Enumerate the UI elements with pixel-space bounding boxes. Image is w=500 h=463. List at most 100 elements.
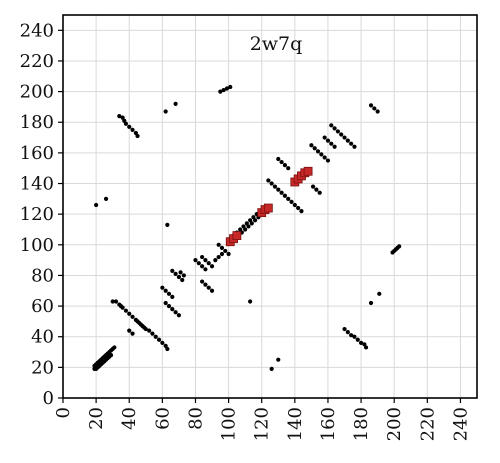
contact-point bbox=[368, 103, 374, 108]
y-tick-label: 120 bbox=[20, 204, 54, 225]
contact-point bbox=[113, 299, 119, 304]
contact-point bbox=[219, 245, 225, 250]
x-tick-label: 120 bbox=[252, 407, 273, 441]
contact-point bbox=[153, 334, 158, 339]
chart-title: 2w7q bbox=[250, 33, 303, 55]
y-tick-label: 140 bbox=[20, 174, 54, 195]
contact-point bbox=[372, 106, 377, 111]
contact-point bbox=[246, 224, 251, 229]
contact-point bbox=[173, 101, 178, 106]
plot-frame bbox=[62, 14, 478, 399]
contact-point bbox=[272, 184, 278, 189]
contact-point bbox=[163, 288, 168, 293]
contact-point bbox=[358, 340, 364, 345]
contact-point bbox=[117, 114, 122, 119]
contact-point bbox=[170, 268, 175, 273]
x-tick-label: 60 bbox=[152, 407, 173, 430]
contact-point bbox=[181, 273, 186, 278]
y-tick-label: 220 bbox=[20, 51, 54, 72]
contact-point bbox=[363, 345, 369, 350]
contact-point bbox=[276, 187, 281, 192]
contact-point bbox=[325, 158, 331, 163]
contact-point bbox=[203, 267, 208, 272]
contact-point bbox=[289, 199, 294, 205]
contact-point bbox=[299, 208, 304, 214]
contact-point bbox=[244, 221, 249, 226]
contact-point bbox=[349, 141, 354, 146]
contact-point bbox=[163, 300, 168, 306]
contact-point bbox=[178, 270, 183, 275]
contact-point bbox=[221, 87, 226, 93]
contact-point bbox=[310, 184, 316, 189]
contact-point bbox=[276, 156, 281, 162]
y-tick-label: 20 bbox=[31, 357, 54, 378]
contact-point bbox=[180, 277, 185, 283]
contact-point bbox=[160, 340, 165, 345]
contact-point bbox=[127, 311, 132, 316]
contact-point bbox=[352, 144, 357, 149]
contact-point bbox=[176, 313, 182, 318]
contact-point bbox=[375, 109, 380, 114]
y-tick-label: 0 bbox=[43, 388, 54, 409]
contact-point bbox=[332, 144, 337, 149]
contact-point bbox=[216, 254, 221, 260]
contact-point bbox=[345, 330, 350, 335]
contact-point bbox=[170, 307, 175, 312]
contact-point bbox=[339, 132, 344, 137]
contact-point bbox=[224, 86, 230, 91]
contact-point bbox=[94, 202, 99, 208]
contact-point bbox=[269, 366, 274, 371]
contact-point bbox=[315, 149, 321, 154]
x-tick-label: 220 bbox=[417, 407, 438, 441]
contact-point bbox=[355, 337, 360, 342]
contact-point bbox=[309, 143, 314, 148]
contact-point bbox=[329, 141, 334, 146]
x-tick-label: 200 bbox=[384, 407, 405, 441]
contact-point bbox=[219, 251, 225, 257]
x-tick-label: 180 bbox=[351, 407, 372, 441]
contact-point bbox=[203, 258, 208, 263]
y-axis-ticks: 0 20 40 60 80 100 120 140 160 180 200 220 240 bbox=[20, 20, 63, 409]
contact-point bbox=[248, 299, 253, 304]
contact-point bbox=[176, 274, 182, 280]
contact-point bbox=[249, 221, 254, 226]
highlight-points bbox=[225, 166, 313, 247]
contact-point bbox=[193, 258, 198, 263]
contact-point bbox=[209, 264, 215, 269]
contact-point bbox=[135, 133, 140, 139]
contact-point bbox=[110, 299, 115, 304]
contact-point bbox=[226, 251, 231, 257]
contact-point bbox=[218, 89, 223, 94]
contact-point bbox=[332, 126, 337, 131]
contact-point bbox=[312, 146, 317, 151]
contact-point bbox=[314, 187, 319, 192]
contact-point bbox=[147, 328, 152, 333]
contact-point bbox=[248, 218, 253, 223]
contact-point bbox=[345, 138, 350, 143]
x-tick-label: 20 bbox=[86, 407, 107, 430]
contact-point bbox=[216, 242, 221, 247]
contact-point bbox=[122, 118, 127, 123]
y-tick-label: 200 bbox=[20, 82, 54, 103]
contact-points bbox=[92, 84, 402, 371]
contact-point bbox=[368, 300, 374, 306]
contact-point bbox=[397, 244, 402, 249]
contact-point bbox=[163, 109, 168, 114]
x-tick-label: 40 bbox=[119, 407, 140, 430]
contact-point bbox=[342, 135, 347, 140]
y-tick-label: 80 bbox=[31, 265, 54, 286]
x-tick-label: 240 bbox=[450, 407, 471, 441]
contact-point bbox=[266, 178, 271, 183]
contact-point bbox=[156, 337, 162, 342]
contact-point bbox=[170, 294, 175, 299]
contact-point bbox=[127, 328, 132, 333]
contact-point bbox=[206, 285, 211, 290]
contact-point bbox=[276, 357, 281, 362]
contact-point bbox=[166, 291, 172, 296]
contact-point bbox=[325, 138, 331, 143]
contact-point bbox=[282, 163, 288, 168]
contact-point bbox=[335, 129, 340, 134]
contact-point bbox=[166, 303, 172, 309]
contact-point bbox=[243, 227, 248, 232]
contact-point bbox=[342, 326, 347, 332]
